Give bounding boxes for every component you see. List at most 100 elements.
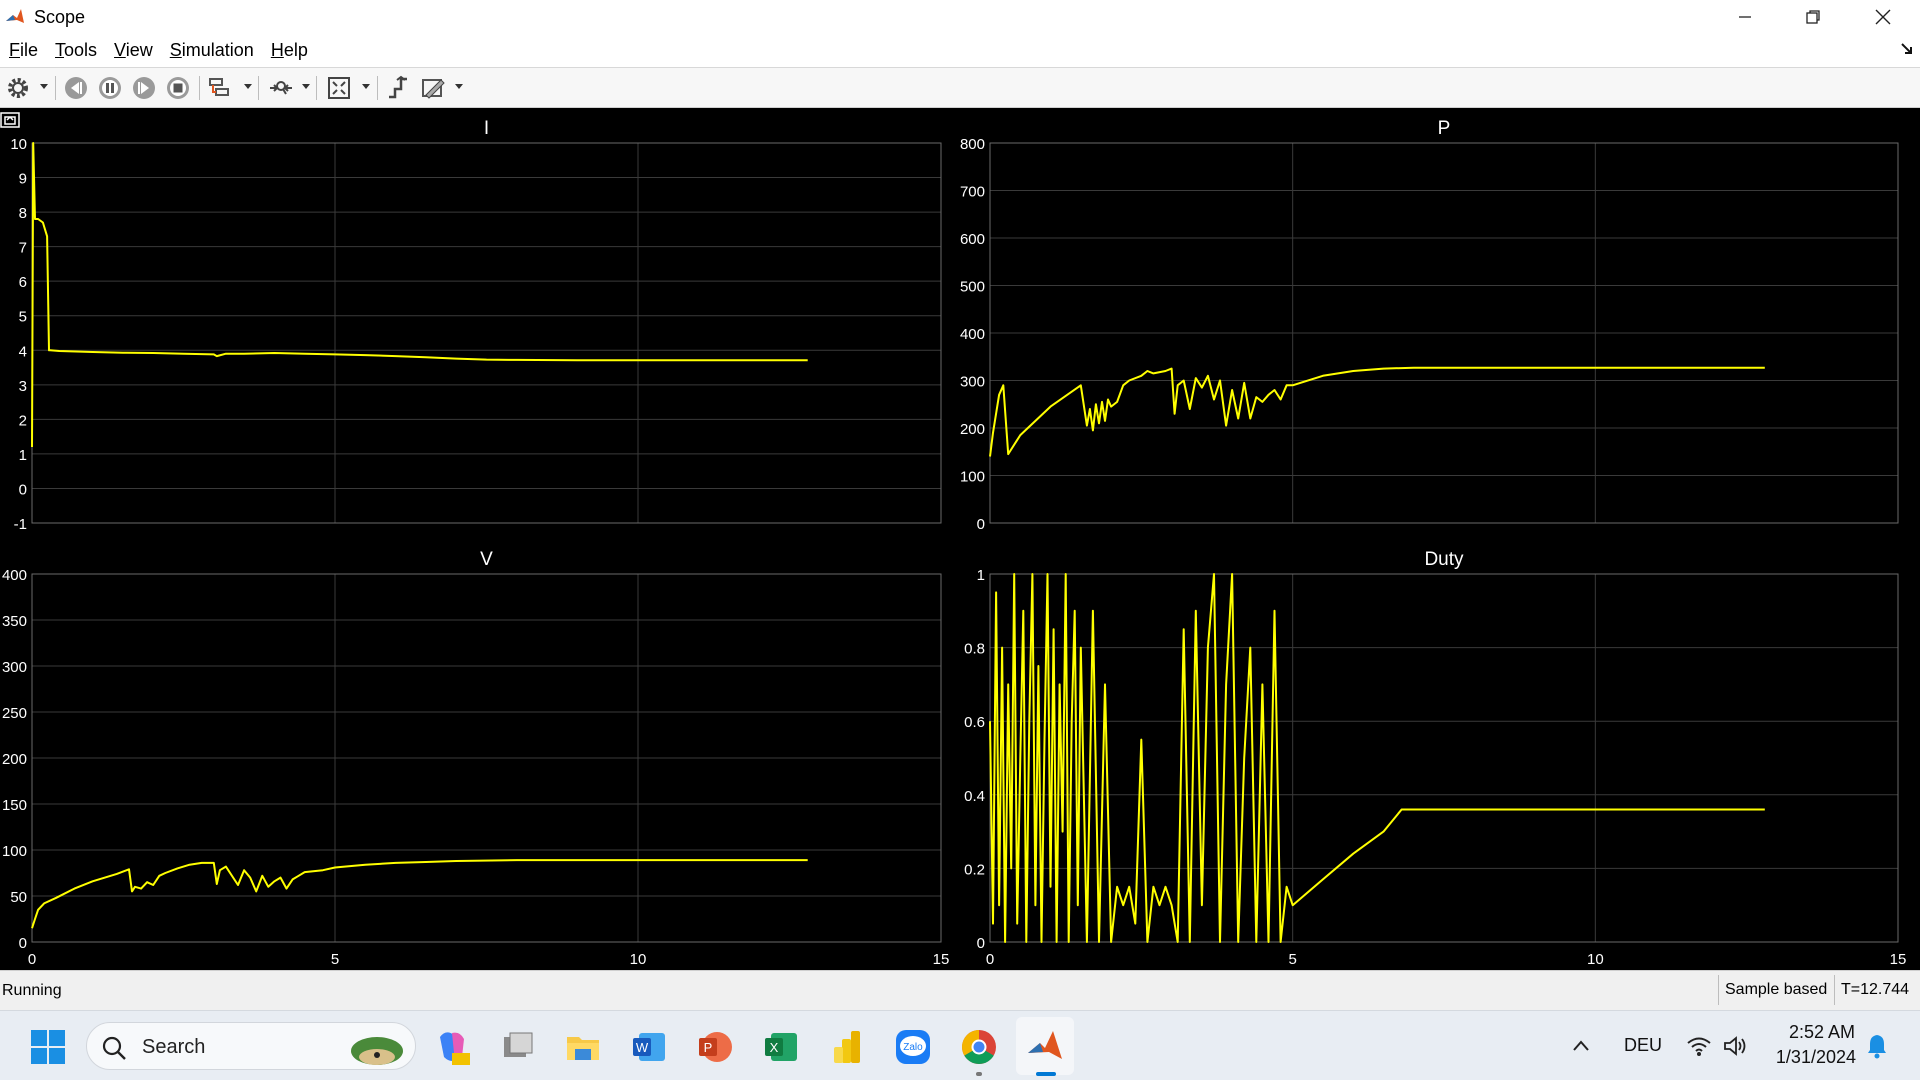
step-back-icon[interactable] (63, 75, 89, 101)
gear-icon[interactable] (5, 75, 31, 101)
trace-voltage (31, 859, 808, 929)
y-tick-label: 0 (19, 935, 27, 952)
axes-frame (989, 573, 1899, 943)
taskbar-search[interactable]: Search (86, 1022, 416, 1070)
pause-icon[interactable] (97, 75, 123, 101)
signal-dropdown-icon[interactable] (244, 84, 252, 89)
cursor-measure-icon[interactable] (385, 75, 411, 101)
menu-simulation[interactable]: Simulation (169, 40, 254, 60)
x-tick-label: 0 (28, 951, 36, 968)
toolbar (0, 68, 1920, 108)
minimize-icon (1739, 16, 1751, 18)
matlab-icon[interactable] (1025, 1027, 1065, 1067)
menu-bar: File Tools View Simulation Help (0, 34, 1920, 68)
y-tick-label: 2 (19, 412, 27, 429)
close-icon (1875, 9, 1891, 25)
y-tick-label: 700 (960, 184, 985, 201)
hedgehog-icon (351, 1037, 403, 1065)
y-tick-label: 500 (960, 279, 985, 296)
style-icon[interactable] (420, 75, 446, 101)
excel-icon[interactable]: X (761, 1027, 801, 1067)
file-explorer-icon[interactable] (563, 1027, 603, 1067)
y-tick-label: 100 (960, 469, 985, 486)
y-tick-label: 1 (19, 447, 27, 464)
notification-bell-icon[interactable] (1866, 1033, 1888, 1059)
y-tick-label: 0 (19, 481, 27, 498)
power-bi-icon[interactable] (827, 1027, 867, 1067)
matlab-active-bg (1016, 1017, 1074, 1075)
minimize-button[interactable] (1710, 0, 1780, 34)
toolbar-separator (199, 76, 200, 100)
y-tick-label: 800 (960, 136, 985, 153)
simulation-time: T=12.744 (1834, 975, 1915, 1005)
matlab-app-icon (4, 6, 26, 28)
y-tick-label: 50 (10, 889, 27, 906)
zalo-icon[interactable]: Zalo (893, 1027, 933, 1067)
y-tick-label: 9 (19, 171, 27, 188)
y-tick-label: 4 (19, 343, 27, 360)
restore-layout-icon[interactable] (0, 112, 20, 128)
matlab-active-indicator (1036, 1072, 1056, 1076)
clock-date[interactable]: 1/31/2024 (1775, 1047, 1856, 1067)
wifi-icon[interactable] (1686, 1035, 1712, 1057)
y-tick-label: 3 (19, 378, 27, 395)
svg-text:X: X (770, 1040, 779, 1055)
y-tick-label: 100 (2, 843, 27, 860)
y-tick-label: 0.6 (964, 714, 985, 731)
y-tick-label: 200 (2, 751, 27, 768)
chrome-running-indicator (976, 1072, 982, 1076)
undock-icon[interactable] (1900, 42, 1914, 56)
title-bar: Scope (0, 0, 1920, 34)
word-icon[interactable]: W (629, 1027, 669, 1067)
menu-view[interactable]: View (114, 40, 153, 60)
autoscale-icon[interactable] (326, 75, 352, 101)
sample-mode: Sample based (1718, 975, 1833, 1005)
x-tick-label: 0 (986, 951, 994, 968)
task-view-icon[interactable] (498, 1027, 538, 1067)
menu-tools[interactable]: Tools (55, 40, 98, 60)
stop-icon[interactable] (165, 75, 191, 101)
svg-text:Zalo: Zalo (903, 1042, 923, 1053)
autoscale-dropdown-icon[interactable] (362, 84, 370, 89)
search-label: Search (142, 1036, 206, 1058)
y-tick-label: 0.2 (964, 861, 985, 878)
plot-title: Duty (1424, 549, 1464, 570)
toolbar-separator (258, 76, 259, 100)
close-button[interactable] (1848, 0, 1918, 34)
menu-help[interactable]: Help (270, 40, 308, 60)
copilot-icon[interactable] (432, 1027, 472, 1067)
svg-text:W: W (636, 1040, 649, 1055)
language-indicator[interactable]: DEU (1624, 1035, 1663, 1055)
gear-dropdown-icon[interactable] (40, 84, 48, 89)
y-tick-label: 400 (2, 567, 27, 584)
style-dropdown-icon[interactable] (455, 84, 463, 89)
powerpoint-icon[interactable]: P (695, 1027, 735, 1067)
zoom-dropdown-icon[interactable] (302, 84, 310, 89)
toolbar-separator (55, 76, 56, 100)
x-tick-label: 5 (331, 951, 339, 968)
step-forward-icon[interactable] (131, 75, 157, 101)
volume-icon[interactable] (1722, 1035, 1750, 1057)
chevron-up-icon[interactable] (1572, 1037, 1590, 1055)
axes-frame (31, 573, 942, 943)
y-tick-label: 8 (19, 205, 27, 222)
zoom-icon[interactable] (268, 75, 294, 101)
restore-button[interactable] (1778, 0, 1848, 34)
y-tick-label: 1 (977, 567, 985, 584)
y-tick-label: 6 (19, 274, 27, 291)
window-title: Scope (34, 6, 86, 27)
trace-power (989, 366, 1765, 457)
clock-time[interactable]: 2:52 AM (1788, 1022, 1855, 1042)
y-tick-label: 0.8 (964, 641, 985, 658)
windows-start-icon[interactable] (28, 1027, 68, 1067)
signal-select-icon[interactable] (207, 75, 233, 101)
y-tick-label: 350 (2, 613, 27, 630)
chrome-icon[interactable] (959, 1027, 999, 1067)
y-tick-label: 250 (2, 705, 27, 722)
y-tick-label: 200 (960, 421, 985, 438)
y-tick-label: 5 (19, 309, 27, 326)
menu-file[interactable]: File (9, 40, 39, 60)
scope-panel-power: P 0 100 200 300 400 500 600 700 800 (960, 118, 1899, 533)
